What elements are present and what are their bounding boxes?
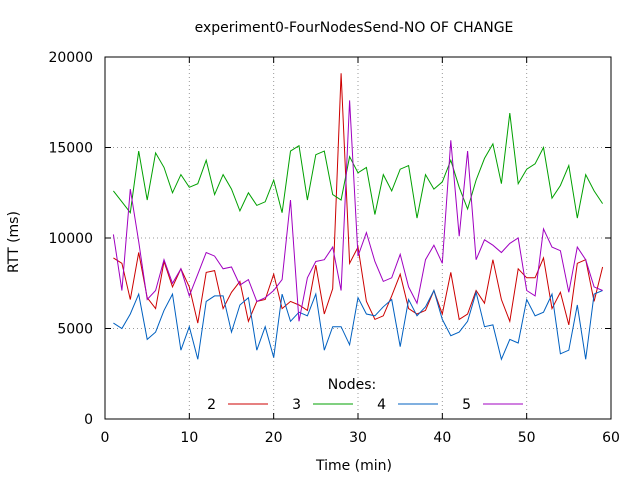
legend-title: Nodes:: [328, 377, 377, 393]
x-axis-label: Time (min): [315, 458, 392, 474]
x-tick-label: 10: [180, 430, 198, 446]
y-axis-label: RTT (ms): [6, 211, 22, 273]
y-tick-label: 0: [84, 412, 93, 428]
y-tick-label: 15000: [48, 141, 93, 157]
series-line-4: [113, 289, 603, 361]
legend-label-3: 3: [292, 397, 301, 413]
x-tick-label: 30: [349, 430, 367, 446]
series-lines: [112, 73, 604, 361]
chart-title: experiment0-FourNodesSend-NO OF CHANGE: [195, 20, 514, 36]
y-tick-label: 10000: [48, 231, 93, 247]
legend-label-5: 5: [462, 397, 471, 413]
x-tick-label: 40: [433, 430, 451, 446]
legend: Nodes: 2 3 4 5: [207, 377, 523, 413]
series-line-5: [112, 100, 603, 322]
x-tick-label: 60: [602, 430, 620, 446]
x-tick-label: 0: [101, 430, 110, 446]
axis-ticks: 0 10 20 30 40 50 60 0 5000 10000 15000 20000: [48, 50, 619, 446]
series-line-3: [113, 113, 604, 219]
y-tick-label: 5000: [57, 322, 93, 338]
y-tick-label: 20000: [48, 50, 93, 66]
x-tick-label: 50: [518, 430, 536, 446]
legend-label-2: 2: [207, 397, 216, 413]
gridlines: [105, 57, 611, 419]
x-tick-label: 20: [265, 430, 283, 446]
legend-label-4: 4: [377, 397, 386, 413]
